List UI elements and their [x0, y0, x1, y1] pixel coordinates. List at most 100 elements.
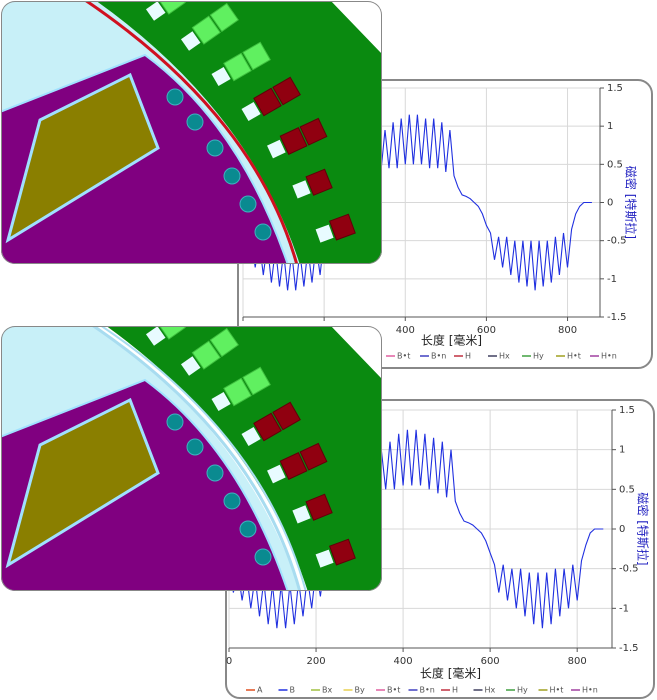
coil	[242, 366, 271, 396]
x-axis-label: 长度 [毫米]	[421, 333, 482, 348]
coil	[279, 452, 308, 480]
coil	[279, 127, 308, 155]
slot	[180, 327, 239, 376]
stator	[95, 1, 382, 264]
legend-label: H	[452, 686, 458, 695]
rotor-hole	[223, 492, 241, 510]
slot	[267, 442, 328, 484]
legend-label: Hx	[485, 686, 496, 695]
slots	[145, 1, 356, 243]
y-tick-label: -0.5	[607, 236, 627, 247]
x-tick-label: 400	[396, 325, 415, 336]
y-tick-label: 0	[619, 524, 625, 535]
slot-wedge	[315, 224, 334, 243]
coil	[305, 493, 333, 521]
magnet	[5, 72, 160, 244]
y-tick-label: 1.5	[619, 405, 635, 416]
y-tick-label: -1	[607, 274, 617, 285]
slot-wedge	[211, 391, 231, 412]
y-tick-label: -1.5	[607, 312, 627, 323]
rotor-hole	[254, 223, 272, 241]
y-axis-label: 磁密 [特斯拉]	[636, 492, 651, 565]
legend-label: H•t	[550, 686, 564, 695]
legend-label: Bx	[322, 686, 332, 695]
coil	[272, 401, 301, 431]
slot	[145, 326, 204, 346]
legend-label: B•n	[431, 352, 446, 361]
x-tick-label: 600	[477, 325, 496, 336]
x-tick-label: 600	[481, 656, 500, 667]
coil	[253, 412, 282, 442]
slot-wedge	[180, 356, 201, 376]
motor-view	[1, 326, 382, 591]
coil	[191, 340, 221, 370]
rotor-hole	[223, 167, 241, 185]
y-tick-label: 0	[607, 198, 613, 209]
slot	[315, 213, 356, 243]
y-tick-label: -0.5	[619, 564, 639, 575]
rotor-hole	[239, 520, 257, 538]
legend-label: H•n	[582, 686, 598, 695]
slot-wedge	[292, 180, 311, 199]
coil	[156, 1, 186, 15]
legend-label: B•n	[420, 686, 435, 695]
legend-label: H•t	[567, 352, 581, 361]
legend-label: Hy	[533, 352, 544, 361]
slot	[145, 1, 204, 21]
coil	[272, 76, 301, 106]
coil	[174, 326, 204, 328]
airgap-line	[91, 326, 302, 591]
x-tick-label: 200	[306, 656, 325, 667]
y-tick-label: 0.5	[607, 159, 623, 170]
legend-label: B•t	[397, 352, 410, 361]
coil	[299, 117, 328, 146]
y-tick-label: -1.5	[619, 643, 639, 654]
slot-wedge	[180, 31, 201, 51]
rotor-hole	[186, 113, 204, 131]
coil	[328, 213, 356, 241]
slot-wedge	[145, 1, 166, 21]
slots	[145, 326, 356, 568]
y-tick-label: 1.5	[607, 83, 623, 94]
y-axis-label: 磁密 [特斯拉]	[624, 166, 639, 239]
series-line	[228, 429, 604, 629]
x-tick-label: 800	[558, 325, 577, 336]
coil	[191, 15, 221, 45]
rotor-hole	[166, 88, 184, 106]
coil	[209, 2, 239, 33]
legend-label: By	[355, 686, 365, 695]
rotor-hole	[239, 195, 257, 213]
coil	[242, 41, 271, 71]
legend-label: H	[465, 352, 471, 361]
slot	[211, 41, 271, 87]
slot-wedge	[267, 139, 286, 159]
y-tick-label: 0.5	[619, 484, 635, 495]
coil	[223, 52, 252, 82]
rotor-hole	[206, 464, 224, 482]
rotor-hole	[166, 413, 184, 431]
slot	[211, 366, 271, 412]
coil	[299, 442, 328, 471]
slot-wedge	[241, 101, 261, 122]
slot-wedge	[211, 66, 231, 87]
legend-label: B	[290, 686, 296, 695]
legend-label: Hy	[517, 686, 528, 695]
coil	[305, 168, 333, 196]
motor-view	[1, 1, 382, 264]
coil	[209, 327, 239, 358]
slot-wedge	[145, 326, 166, 346]
y-tick-label: 1	[619, 445, 625, 456]
slot	[292, 168, 333, 199]
legend-label: A	[257, 686, 263, 695]
x-axis-label: 长度 [毫米]	[420, 666, 481, 681]
coil	[223, 377, 252, 407]
x-tick-label: 0	[226, 656, 232, 667]
slot	[315, 538, 356, 568]
stator	[105, 326, 382, 591]
rotor-hole	[254, 548, 272, 566]
slot-wedge	[267, 464, 286, 484]
slot	[241, 76, 301, 122]
legend-label: H•n	[601, 352, 617, 361]
